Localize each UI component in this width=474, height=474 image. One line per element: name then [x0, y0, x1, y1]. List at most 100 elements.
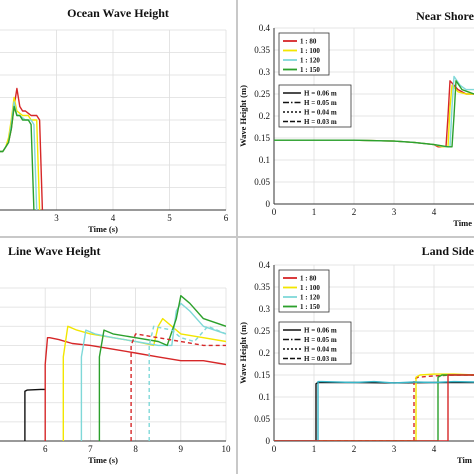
- legend-label: 1 : 150: [300, 303, 320, 311]
- x-tick-label: 6: [43, 444, 48, 454]
- series-line: [274, 373, 474, 441]
- x-tick-label: 3: [54, 213, 59, 223]
- chart-panel-bottom-left: 6 7 8 9 10 Time (s) Line Wave Height: [0, 238, 236, 474]
- x-tick-label: 4: [111, 213, 116, 223]
- chart-title: Near Shore: [416, 9, 474, 23]
- legend-label: H = 0.03 m: [304, 118, 337, 126]
- series-line: [274, 80, 474, 148]
- legend-label: 1 : 100: [300, 47, 320, 55]
- series-line: [0, 105, 35, 210]
- chart-land-side: 0 1 2 3 4 0 0.05 0.1 0.15 0.2 0.25 0.3 0.35 0.4 Tim Wav…: [238, 244, 474, 465]
- chart-line-wave-height: 6 7 8 9 10 Time (s) Line Wave Height: [0, 244, 232, 465]
- x-axis-label: Tim: [457, 455, 472, 465]
- y-tick-label: 0.1: [259, 155, 270, 165]
- legend-label: 1 : 80: [300, 38, 317, 46]
- x-tick-label: 9: [179, 444, 184, 454]
- y-tick-label: 0.25: [254, 89, 270, 99]
- x-tick-label: 0: [272, 444, 277, 454]
- legend-label: 1 : 120: [300, 57, 320, 65]
- series-line: [0, 96, 41, 210]
- y-tick-label: 0.05: [254, 414, 270, 424]
- x-axis-label: Time (s): [88, 224, 118, 234]
- x-tick-label: 2: [352, 207, 357, 217]
- x-axis-label: Time: [453, 218, 472, 228]
- y-axis-label: Wave Height (m): [238, 85, 248, 147]
- legend-height: H = 0.06 mH = 0.05 m H = 0.04 mH = 0.03 m: [278, 321, 352, 365]
- legend-label: 1 : 80: [300, 275, 317, 283]
- chart-title: Line Wave Height: [8, 244, 100, 258]
- grid: [0, 287, 227, 441]
- y-tick-label: 0.3: [259, 304, 271, 314]
- legend-label: H = 0.05 m: [304, 99, 337, 107]
- chart-panel-bottom-right: 0 1 2 3 4 0 0.05 0.1 0.15 0.2 0.25 0.3 0.35 0.4 Tim Wav…: [238, 238, 474, 474]
- legend-box: [278, 84, 352, 128]
- legend-label: 1 : 100: [300, 284, 320, 292]
- y-tick-label: 0.4: [259, 260, 271, 270]
- y-tick-label: 0.1: [259, 392, 270, 402]
- x-tick-label: 4: [432, 444, 437, 454]
- x-tick-label: 6: [224, 213, 229, 223]
- legend-height: H = 0.06 mH = 0.05 m H = 0.04 mH = 0.03 m: [278, 84, 352, 128]
- y-tick-label: 0.15: [254, 370, 270, 380]
- legend-label: H = 0.03 m: [304, 355, 337, 363]
- x-tick-label: 1: [312, 444, 317, 454]
- legend-label: H = 0.06 m: [304, 327, 337, 335]
- chart-title: Ocean Wave Height: [67, 6, 169, 20]
- x-tick-label: 1: [312, 207, 317, 217]
- x-tick-label: 4: [432, 207, 437, 217]
- legend-box: [278, 269, 330, 313]
- series-line: [274, 374, 474, 441]
- legend-label: H = 0.04 m: [304, 109, 337, 117]
- legend-label: H = 0.05 m: [304, 336, 337, 344]
- chart-near-shore: 0 1 2 3 4 0 0.05 0.1 0.15 0.2 0.25 0.3 0.35 0.4 Time Wa…: [238, 9, 474, 228]
- y-tick-label: 0.15: [254, 133, 270, 143]
- series-line: [274, 374, 474, 441]
- series-line: [274, 374, 474, 441]
- y-tick-label: 0.4: [259, 23, 271, 33]
- legend-box: [278, 32, 330, 76]
- y-tick-label: 0.3: [259, 67, 271, 77]
- legend-label: H = 0.04 m: [304, 346, 337, 354]
- y-tick-label: 0.25: [254, 326, 270, 336]
- panel-divider-vertical: [236, 0, 238, 474]
- x-tick-label: 7: [88, 444, 93, 454]
- legend-label: 1 : 120: [300, 294, 320, 302]
- series-line: [80, 302, 226, 441]
- chart-title: Land Side: [422, 244, 474, 258]
- chart-ocean-wave-height: 3 4 5 6 Time (s) Ocean Wave Height: [0, 6, 229, 234]
- x-tick-label: 8: [133, 444, 138, 454]
- series-group: [24, 295, 226, 441]
- x-tick-label: 0: [272, 207, 277, 217]
- y-tick-label: 0: [266, 436, 271, 446]
- y-tick-label: 0.35: [254, 45, 270, 55]
- series-group: [274, 75, 474, 148]
- x-tick-label: 3: [392, 444, 397, 454]
- y-tick-label: 0.2: [259, 348, 270, 358]
- x-tick-label: 2: [352, 444, 357, 454]
- x-axis-label: Time (s): [88, 455, 118, 465]
- series-line: [148, 325, 226, 441]
- series-line: [274, 380, 474, 441]
- series-line: [130, 333, 226, 441]
- x-tick-label: 5: [167, 213, 172, 223]
- chart-panel-top-left: 3 4 5 6 Time (s) Ocean Wave Height: [0, 0, 236, 236]
- series-line: [24, 388, 46, 441]
- legend-label: 1 : 150: [300, 66, 320, 74]
- x-tick-label: 3: [392, 207, 397, 217]
- series-line: [62, 317, 226, 441]
- chart-panel-top-right: 0 1 2 3 4 0 0.05 0.1 0.15 0.2 0.25 0.3 0.35 0.4 Time Wa…: [238, 0, 474, 236]
- legend-box: [278, 321, 352, 365]
- series-group: [274, 373, 474, 441]
- y-axis-label: Wave Height (m): [238, 322, 248, 384]
- series-line: [0, 101, 38, 210]
- series-group: [0, 87, 44, 210]
- series-line: [98, 295, 226, 441]
- series-line: [274, 381, 474, 441]
- x-tick-label: 10: [222, 444, 232, 454]
- y-tick-label: 0: [266, 199, 271, 209]
- y-tick-label: 0.05: [254, 177, 270, 187]
- y-tick-label: 0.2: [259, 111, 270, 121]
- legend-label: H = 0.06 m: [304, 90, 337, 98]
